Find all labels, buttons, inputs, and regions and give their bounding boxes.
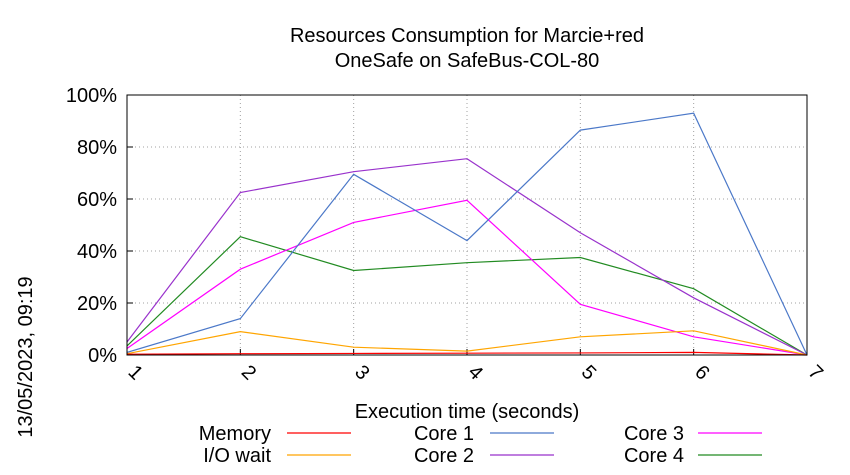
y-tick-label: 80% [77, 137, 117, 159]
series-line-memory [126, 351, 808, 356]
legend-label: Core 3 [624, 423, 684, 445]
x-tick-label: 1 [124, 361, 147, 384]
x-tick-label: 7 [804, 361, 827, 384]
legend-label: Core 1 [414, 423, 474, 445]
series-line-core-3 [126, 199, 808, 356]
legend-label: Core 4 [624, 445, 684, 467]
legend-label: Core 2 [414, 445, 474, 467]
y-axis-ticks: 0% 20% 40% 60% 80% 100% [66, 85, 133, 367]
y-tick-label: 60% [77, 189, 117, 211]
series-line-i-o-wait [126, 330, 808, 356]
x-axis-label: Execution time (seconds) [355, 401, 580, 423]
x-tick-label: 5 [577, 361, 600, 384]
y-tick-label: 0% [88, 345, 117, 367]
y-tick-label: 20% [77, 293, 117, 315]
x-tick-label: 6 [690, 361, 713, 384]
x-tick-label: 3 [350, 361, 373, 384]
chart-title-line-2: OneSafe on SafeBus-COL-80 [335, 50, 600, 72]
plot-frame [126, 94, 808, 356]
x-tick-label: 2 [237, 361, 260, 384]
y-tick-label: 40% [77, 241, 117, 263]
chart-title-line-1: Resources Consumption for Marcie+red [290, 25, 644, 47]
x-tick-label: 4 [464, 361, 487, 384]
series-line-core-2 [126, 158, 808, 356]
series-line-core-4 [126, 236, 808, 356]
timestamp-label: 13/05/2023, 09:19 [15, 276, 37, 437]
series-lines [126, 112, 808, 356]
y-tick-label: 100% [66, 85, 117, 107]
legend-label: Memory [199, 423, 271, 445]
legend-label: I/O wait [203, 445, 271, 467]
grid-lines [126, 94, 808, 356]
series-line-core-1 [126, 112, 808, 356]
